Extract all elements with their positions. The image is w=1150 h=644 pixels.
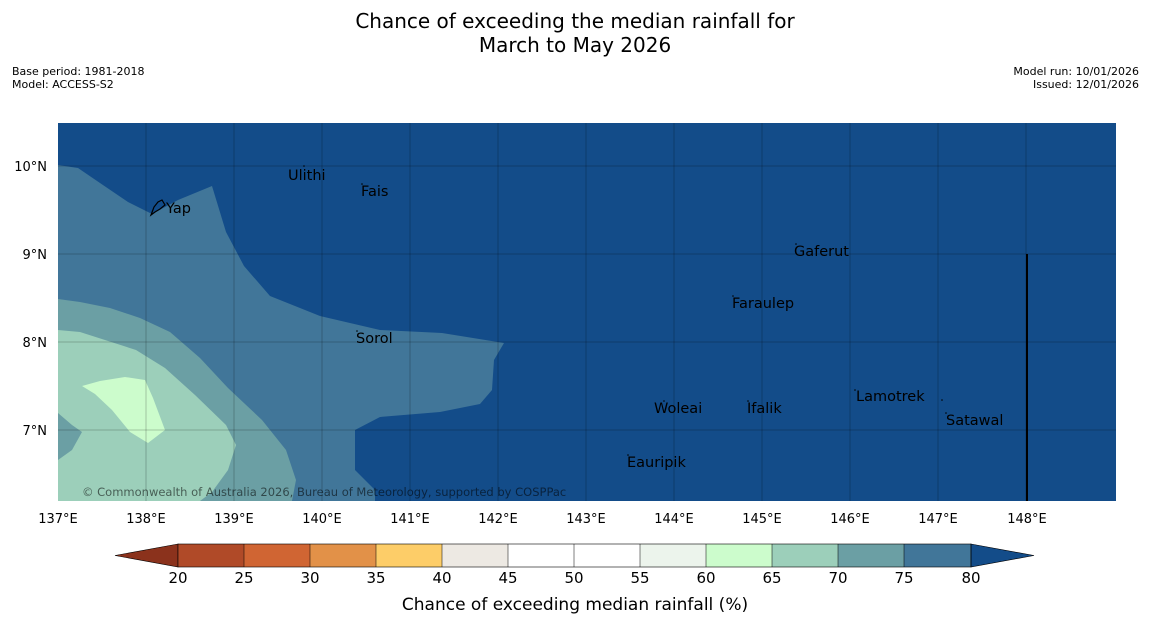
base-period: Base period: 1981-2018 bbox=[12, 65, 145, 78]
colorbar-bin-50-55 bbox=[574, 544, 640, 567]
colorbar-tick-40: 40 bbox=[432, 569, 451, 587]
colorbar-tick-65: 65 bbox=[762, 569, 781, 587]
band-60-65 bbox=[82, 377, 165, 443]
colorbar-bin-60-65 bbox=[706, 544, 772, 567]
colorbar-tick-50: 50 bbox=[564, 569, 583, 587]
meta-left: Base period: 1981-2018 Model: ACCESS-S2 bbox=[12, 65, 144, 91]
lon-label-137: 137°E bbox=[38, 512, 78, 527]
place-label-woleai: Woleai bbox=[654, 401, 702, 417]
place-label-sorol: Sorol bbox=[356, 331, 393, 347]
place-label-ifalik: Ifalik bbox=[747, 401, 782, 417]
colorbar-bin-45-50 bbox=[508, 544, 574, 567]
place-label-yap: Yap bbox=[165, 201, 191, 217]
colorbar-tick-80: 80 bbox=[961, 569, 980, 587]
lon-label-146: 146°E bbox=[830, 512, 870, 527]
model-run-date: Model run: 10/01/2026 bbox=[1013, 65, 1139, 78]
graticule bbox=[58, 123, 1116, 501]
place-label-fais: Fais bbox=[361, 184, 388, 200]
colorbar-bin-75-80 bbox=[904, 544, 971, 567]
lon-label-148: 148°E bbox=[1007, 512, 1047, 527]
issued-date: Issued: 12/01/2026 bbox=[1032, 78, 1139, 91]
colorbar-outline bbox=[177, 543, 972, 568]
lon-label-143: 143°E bbox=[566, 512, 606, 527]
colorbar-tick-70: 70 bbox=[828, 569, 847, 587]
island-dots bbox=[303, 165, 947, 456]
colorbar-bin-35-40 bbox=[376, 544, 442, 567]
lon-label-144: 144°E bbox=[654, 512, 694, 527]
meta-right: Model run: 10/01/2026 Issued: 12/01/2026 bbox=[1013, 65, 1139, 91]
place-label-lamotrek: Lamotrek bbox=[856, 389, 925, 405]
colorbar-tick-35: 35 bbox=[366, 569, 385, 587]
chart-title-line-2: March to May 2026 bbox=[478, 33, 672, 57]
lat-label-8n: 8°N bbox=[23, 336, 48, 351]
colorbar-extend-low bbox=[114, 543, 179, 568]
colorbar-bin-70-75 bbox=[838, 544, 904, 567]
model-name: Model: ACCESS-S2 bbox=[12, 78, 114, 91]
colorbar-tick-75: 75 bbox=[894, 569, 913, 587]
place-label-satawal: Satawal bbox=[946, 413, 1003, 429]
lat-label-9n: 9°N bbox=[23, 248, 48, 263]
colorbar-bin-65-70 bbox=[772, 544, 838, 567]
lon-label-145: 145°E bbox=[742, 512, 782, 527]
place-label-gaferut: Gaferut bbox=[794, 244, 849, 260]
copyright-notice: © Commonwealth of Australia 2026, Bureau… bbox=[82, 485, 566, 499]
place-label-faraulep: Faraulep bbox=[732, 296, 794, 312]
colorbar bbox=[114, 543, 1035, 568]
map-area: Yap Ulithi Fais Gaferut Faraulep Sorol W… bbox=[58, 123, 1116, 501]
lat-label-10n: 10°N bbox=[14, 160, 47, 175]
lon-label-141: 141°E bbox=[390, 512, 430, 527]
yap-island-shape bbox=[149, 199, 166, 217]
lon-label-138: 138°E bbox=[126, 512, 166, 527]
colorbar-tick-30: 30 bbox=[300, 569, 319, 587]
place-label-eauripik: Eauripik bbox=[627, 455, 686, 471]
lon-label-147: 147°E bbox=[918, 512, 958, 527]
colorbar-tick-55: 55 bbox=[630, 569, 649, 587]
colorbar-tick-60: 60 bbox=[696, 569, 715, 587]
colorbar-bin-25-30 bbox=[244, 544, 310, 567]
colorbar-tick-25: 25 bbox=[234, 569, 253, 587]
place-label-ulithi: Ulithi bbox=[288, 168, 326, 184]
band-70-75-pocket bbox=[58, 413, 82, 460]
colorbar-tick-20: 20 bbox=[168, 569, 187, 587]
colorbar-bin-55-60 bbox=[640, 544, 706, 567]
colorbar-bin-40-45 bbox=[442, 544, 508, 567]
colorbar-tick-45: 45 bbox=[498, 569, 517, 587]
chart-title-line-1: Chance of exceeding the median rainfall … bbox=[355, 9, 795, 33]
colorbar-bin-30-35 bbox=[310, 544, 376, 567]
colorbar-extend-high bbox=[970, 543, 1035, 568]
lon-label-140: 140°E bbox=[302, 512, 342, 527]
lat-label-7n: 7°N bbox=[23, 424, 48, 439]
lon-label-142: 142°E bbox=[478, 512, 518, 527]
colorbar-label: Chance of exceeding median rainfall (%) bbox=[402, 595, 748, 615]
colorbar-bin-20-25 bbox=[178, 544, 244, 567]
lon-label-139: 139°E bbox=[214, 512, 254, 527]
